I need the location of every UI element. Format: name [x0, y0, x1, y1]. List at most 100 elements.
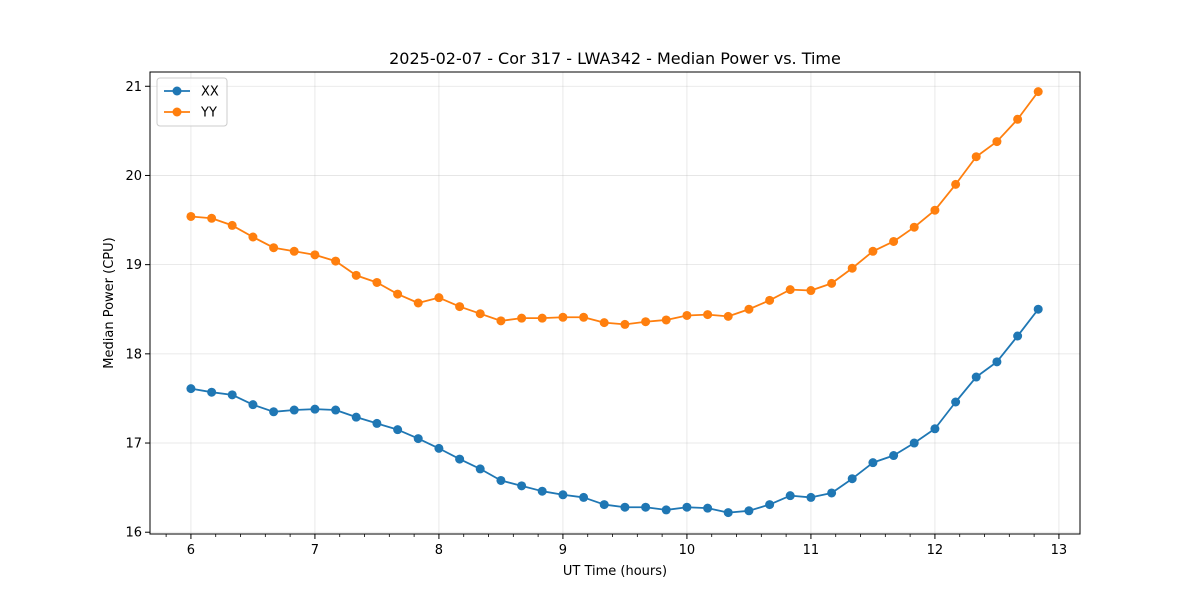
data-point-xx — [992, 357, 1002, 367]
data-point-yy — [744, 304, 754, 314]
data-point-xx — [868, 458, 878, 468]
data-point-xx — [248, 400, 258, 410]
data-point-xx — [372, 418, 382, 428]
data-point-yy — [868, 246, 878, 256]
data-point-xx — [847, 474, 857, 484]
x-tick-label: 11 — [803, 543, 820, 558]
y-tick-label: 20 — [125, 169, 142, 184]
series-yy — [186, 87, 1043, 329]
data-point-xx — [269, 407, 279, 417]
legend-yy-marker — [172, 107, 182, 117]
data-point-yy — [827, 278, 837, 288]
y-axis-label: Median Power (CPU) — [102, 237, 117, 368]
data-point-yy — [703, 310, 713, 320]
data-point-yy — [620, 319, 630, 329]
data-point-yy — [951, 179, 961, 189]
series-lines — [186, 87, 1043, 518]
data-point-xx — [186, 384, 196, 394]
chart-title: 2025-02-07 - Cor 317 - LWA342 - Median P… — [389, 49, 841, 68]
data-point-yy — [310, 250, 320, 260]
legend: XX YY — [156, 77, 228, 127]
data-point-yy — [909, 222, 919, 232]
y-tick-label: 19 — [125, 258, 142, 273]
data-point-yy — [186, 211, 196, 221]
data-point-xx — [351, 412, 361, 422]
data-point-yy — [372, 277, 382, 287]
x-axis-label: UT Time (hours) — [563, 564, 667, 579]
data-point-yy — [434, 293, 444, 303]
data-point-xx — [496, 475, 506, 485]
y-tick-label: 17 — [125, 437, 142, 452]
data-point-xx — [909, 438, 919, 448]
data-point-xx — [558, 490, 568, 500]
x-tick-label: 10 — [679, 543, 696, 558]
x-tick-label: 9 — [559, 543, 567, 558]
data-point-xx — [889, 451, 899, 461]
data-point-yy — [517, 313, 527, 323]
data-point-xx — [1033, 304, 1043, 314]
plot-frame — [149, 71, 1081, 535]
x-tick-label: 12 — [927, 543, 944, 558]
legend-yy-label: YY — [200, 106, 217, 121]
legend-xx-marker — [172, 86, 182, 96]
y-tick-label: 16 — [125, 526, 142, 541]
data-point-xx — [393, 425, 403, 435]
legend-xx-label: XX — [201, 85, 219, 100]
data-point-xx — [703, 503, 713, 513]
data-point-xx — [517, 481, 527, 491]
data-point-xx — [579, 492, 589, 502]
data-point-yy — [599, 318, 609, 328]
data-point-xx — [765, 500, 775, 510]
data-point-xx — [827, 488, 837, 498]
grid-lines — [150, 72, 1080, 534]
data-point-xx — [641, 502, 651, 512]
data-point-xx — [620, 502, 630, 512]
data-point-yy — [537, 313, 547, 323]
data-point-yy — [558, 312, 568, 322]
data-point-yy — [1033, 87, 1043, 97]
data-point-xx — [475, 464, 485, 474]
data-point-yy — [971, 152, 981, 162]
data-point-yy — [930, 205, 940, 215]
data-point-xx — [930, 424, 940, 434]
axes: 6 7 8 9 10 11 12 13 16 17 18 19 20 21 — [125, 80, 1067, 558]
data-point-yy — [723, 311, 733, 321]
data-point-yy — [227, 220, 237, 230]
data-point-xx — [661, 505, 671, 515]
data-point-xx — [537, 486, 547, 496]
data-point-yy — [579, 312, 589, 322]
data-point-yy — [847, 263, 857, 273]
data-point-xx — [599, 500, 609, 510]
data-point-xx — [951, 397, 961, 407]
data-point-yy — [682, 310, 692, 320]
data-point-yy — [806, 286, 816, 296]
x-tick-label: 6 — [187, 543, 195, 558]
data-point-xx — [723, 508, 733, 518]
data-point-xx — [207, 387, 217, 397]
data-point-yy — [1013, 114, 1023, 124]
data-point-yy — [765, 295, 775, 305]
data-point-xx — [310, 404, 320, 414]
data-point-yy — [641, 317, 651, 327]
data-point-yy — [785, 285, 795, 295]
x-tick-label: 8 — [435, 543, 443, 558]
data-point-xx — [682, 502, 692, 512]
data-point-yy — [269, 243, 279, 253]
data-point-xx — [413, 434, 423, 444]
data-point-yy — [475, 309, 485, 319]
data-point-yy — [207, 213, 217, 223]
data-point-xx — [1013, 331, 1023, 341]
data-point-xx — [455, 454, 465, 464]
data-point-xx — [806, 492, 816, 502]
data-point-yy — [455, 302, 465, 312]
x-tick-label: 13 — [1051, 543, 1068, 558]
data-point-xx — [744, 506, 754, 516]
data-point-yy — [496, 316, 506, 326]
data-point-yy — [661, 315, 671, 325]
data-point-xx — [289, 405, 299, 415]
y-tick-label: 21 — [125, 80, 142, 95]
data-point-yy — [351, 270, 361, 280]
data-point-xx — [785, 491, 795, 501]
y-tick-label: 18 — [125, 347, 142, 362]
